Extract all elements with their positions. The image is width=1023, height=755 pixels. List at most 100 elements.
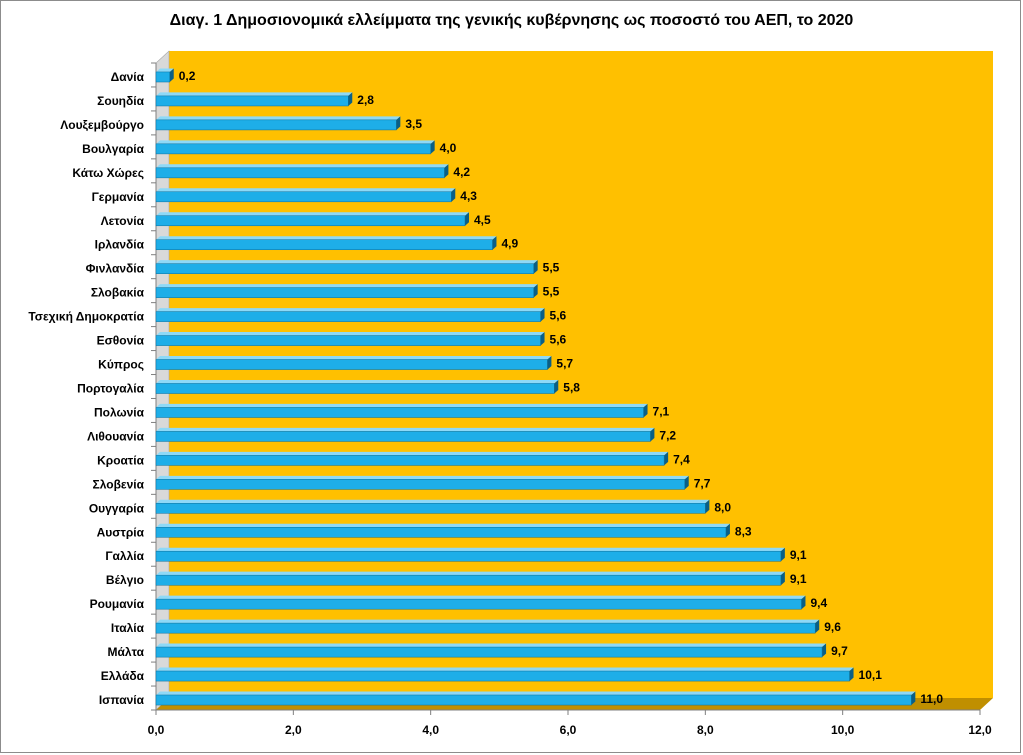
bar-top-face <box>156 116 401 120</box>
data-label: 5,5 <box>543 261 560 275</box>
bar-top-face <box>156 523 730 528</box>
bar <box>155 335 541 346</box>
bar-end-face <box>348 92 353 106</box>
category-label: Δανία <box>111 70 145 84</box>
bar <box>155 455 665 466</box>
category-label: Ισπανία <box>99 693 145 707</box>
bar-end-face <box>540 332 545 346</box>
data-label: 4,3 <box>460 189 477 203</box>
bar <box>155 407 644 418</box>
category-label: Βουλγαρία <box>82 142 144 156</box>
bar <box>155 263 534 274</box>
bar <box>155 95 349 107</box>
category-label: Κροατία <box>97 453 144 467</box>
bar <box>155 646 823 658</box>
bar <box>155 143 431 155</box>
bar-end-face <box>533 284 538 298</box>
bar <box>155 622 816 634</box>
data-label: 5,7 <box>556 357 573 371</box>
bar <box>155 550 782 562</box>
bar-end-face <box>492 236 497 250</box>
x-tick-label: 8,0 <box>697 723 714 737</box>
bar-end-face <box>664 451 669 466</box>
data-label: 5,6 <box>550 309 567 323</box>
x-tick-label: 6,0 <box>560 723 577 737</box>
data-label: 0,2 <box>179 69 196 83</box>
bar-top-face <box>156 356 552 360</box>
data-label: 5,5 <box>543 285 560 299</box>
bar-end-face <box>815 619 820 634</box>
bar-top-face <box>156 571 785 576</box>
bar-top-face <box>156 427 655 432</box>
data-label: 7,2 <box>659 428 676 442</box>
bar <box>155 359 548 370</box>
bar-top-face <box>156 332 545 336</box>
bar-top-face <box>156 667 854 672</box>
data-label: 3,5 <box>405 117 422 131</box>
bar-end-face <box>444 164 449 178</box>
bar-end-face <box>822 643 827 658</box>
bar-end-face <box>650 427 655 442</box>
category-label: Σλοβενία <box>93 477 145 491</box>
data-label: 7,1 <box>653 404 670 418</box>
bar-end-face <box>533 260 538 274</box>
bar <box>155 479 685 490</box>
bar <box>155 167 445 179</box>
bar-end-face <box>643 403 648 418</box>
category-label: Λετονία <box>101 214 145 228</box>
bar-end-face <box>705 499 710 514</box>
category-label: Αυστρία <box>97 525 145 539</box>
data-label: 5,6 <box>550 333 567 347</box>
data-label: 10,1 <box>859 668 883 682</box>
bar <box>155 694 912 706</box>
category-label: Λιθουανία <box>87 429 145 443</box>
bar <box>155 239 493 251</box>
data-label: 11,0 <box>920 692 943 706</box>
data-label: 9,6 <box>824 620 841 634</box>
bar-end-face <box>465 212 469 226</box>
chart-title: Διαγ. 1 Δημοσιονομικά ελλείμματα της γεν… <box>169 12 854 29</box>
bar-end-face <box>684 475 689 490</box>
bar-top-face <box>156 379 559 384</box>
category-label: Κύπρος <box>98 358 144 372</box>
data-label: 8,3 <box>735 524 752 538</box>
category-label: Λουξεμβούργο <box>60 118 144 132</box>
bar <box>155 431 651 442</box>
bar-top-face <box>156 284 538 288</box>
bar <box>155 383 555 394</box>
data-label: 9,1 <box>790 572 807 586</box>
bar <box>155 503 706 514</box>
bar <box>155 526 727 538</box>
x-tick-label: 4,0 <box>422 723 439 737</box>
bar <box>155 191 452 203</box>
bar-end-face <box>725 523 730 538</box>
bar <box>155 311 541 322</box>
bar-end-face <box>169 68 174 83</box>
bar <box>155 574 782 586</box>
bar <box>155 598 802 610</box>
category-label: Γαλλία <box>105 549 144 563</box>
bar <box>155 670 850 682</box>
data-label: 5,8 <box>563 381 580 395</box>
bar-top-face <box>156 475 689 480</box>
bar-top-face <box>156 308 545 312</box>
bar-top-face <box>156 499 710 504</box>
data-label: 9,1 <box>790 548 807 562</box>
category-label: Μάλτα <box>108 645 145 659</box>
bar <box>155 119 397 131</box>
data-label: 8,0 <box>714 500 731 514</box>
category-label: Ουγγαρία <box>89 501 145 515</box>
data-label: 2,8 <box>357 93 374 107</box>
data-label: 4,0 <box>440 141 457 155</box>
bar-top-face <box>156 595 806 600</box>
bar-top-face <box>156 140 435 144</box>
bar-top-face <box>156 260 538 264</box>
bar-end-face <box>554 379 559 394</box>
bar <box>155 71 170 83</box>
bar-top-face <box>156 547 785 552</box>
category-label: Γερμανία <box>92 190 145 204</box>
bar-top-face <box>156 236 497 240</box>
bar-end-face <box>911 691 916 706</box>
bar-end-face <box>780 571 785 586</box>
